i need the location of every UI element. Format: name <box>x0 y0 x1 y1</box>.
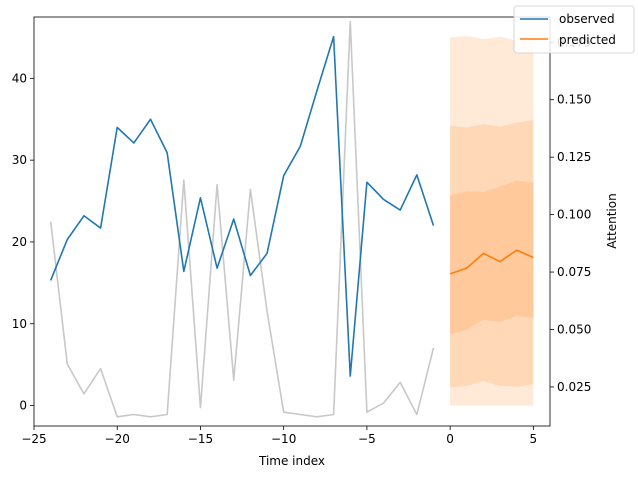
x-tick-label: −25 <box>21 432 46 446</box>
x-tick-label: 5 <box>530 432 538 446</box>
x-tick-label: −20 <box>105 432 130 446</box>
legend-label-observed: observed <box>559 12 615 26</box>
x-tick-label: −15 <box>188 432 213 446</box>
y-right-tick-label: 0.050 <box>557 322 591 336</box>
y-left-tick-label: 20 <box>12 235 27 249</box>
y-right-tick-label: 0.075 <box>557 265 591 279</box>
y-right-tick-label: 0.025 <box>557 380 591 394</box>
legend: observed predicted <box>513 5 635 54</box>
y-right-tick-label: 0.150 <box>557 93 591 107</box>
plot-frame <box>33 16 551 427</box>
legend-label-predicted: predicted <box>559 33 616 47</box>
y-right-tick-label: 0.125 <box>557 150 591 164</box>
y-left-tick-label: 30 <box>12 153 27 167</box>
series-line-attention <box>49 20 435 418</box>
x-tick-label: 0 <box>446 432 454 446</box>
x-tick-label: −10 <box>271 432 296 446</box>
x-axis: −25 −20 −15 −10 −5 0 5 <box>21 426 537 446</box>
prediction-bands <box>450 35 534 406</box>
prediction-band-0 <box>450 35 534 406</box>
x-axis-label: Time index <box>258 454 325 468</box>
y-left-tick-label: 40 <box>12 71 27 85</box>
series-line-predicted <box>449 249 534 275</box>
prediction-band-1 <box>450 120 534 388</box>
y-left-tick-label: 10 <box>12 317 27 331</box>
y-axis-right-label: Attention <box>605 193 619 248</box>
x-tick-label: −5 <box>358 432 376 446</box>
y-left-tick-label: 0 <box>19 399 27 413</box>
series-line-observed <box>49 35 435 377</box>
y-axis-left: 0 10 20 30 40 <box>12 71 34 413</box>
y-right-tick-label: 0.100 <box>557 208 591 222</box>
legend-box <box>513 5 635 54</box>
series-lines <box>49 20 534 418</box>
